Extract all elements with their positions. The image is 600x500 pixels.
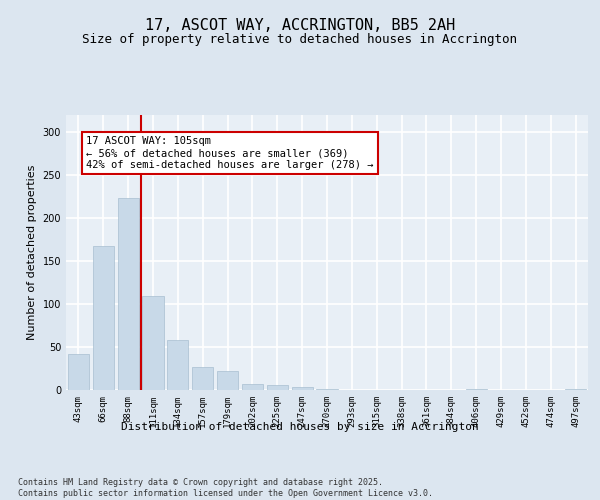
Text: 17 ASCOT WAY: 105sqm
← 56% of detached houses are smaller (369)
42% of semi-deta: 17 ASCOT WAY: 105sqm ← 56% of detached h… <box>86 136 373 170</box>
Text: Size of property relative to detached houses in Accrington: Size of property relative to detached ho… <box>83 32 517 46</box>
Bar <box>466 389 487 390</box>
Text: Distribution of detached houses by size in Accrington: Distribution of detached houses by size … <box>121 422 479 432</box>
Bar <box>267 385 288 390</box>
Bar <box>192 367 213 390</box>
Bar <box>292 386 313 390</box>
Bar <box>93 246 114 390</box>
Bar <box>242 384 263 390</box>
Y-axis label: Number of detached properties: Number of detached properties <box>27 165 37 340</box>
Text: 17, ASCOT WAY, ACCRINGTON, BB5 2AH: 17, ASCOT WAY, ACCRINGTON, BB5 2AH <box>145 18 455 32</box>
Bar <box>316 389 338 390</box>
Bar <box>68 354 89 390</box>
Bar <box>142 296 164 390</box>
Bar <box>565 389 586 390</box>
Bar <box>167 340 188 390</box>
Bar <box>118 198 139 390</box>
Text: Contains HM Land Registry data © Crown copyright and database right 2025.
Contai: Contains HM Land Registry data © Crown c… <box>18 478 433 498</box>
Bar <box>217 371 238 390</box>
